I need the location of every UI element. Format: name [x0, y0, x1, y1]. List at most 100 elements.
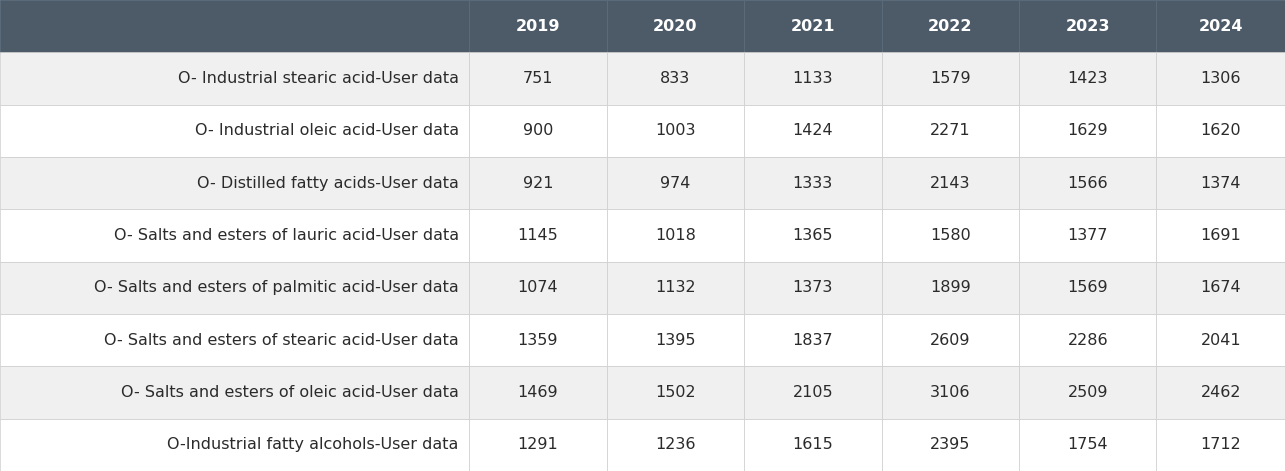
Bar	[882, 157, 1019, 209]
Bar	[0, 314, 469, 366]
Text: 1018: 1018	[655, 228, 695, 243]
Bar	[744, 52, 882, 105]
Text: 1359: 1359	[518, 333, 558, 348]
Bar	[882, 366, 1019, 419]
Bar	[1156, 105, 1285, 157]
Bar	[607, 0, 744, 52]
Text: 1620: 1620	[1200, 123, 1241, 138]
Bar	[1019, 262, 1156, 314]
Bar	[0, 0, 469, 52]
Text: 2271: 2271	[930, 123, 970, 138]
Text: 2019: 2019	[515, 19, 560, 33]
Text: 1132: 1132	[655, 280, 695, 295]
Bar	[469, 52, 607, 105]
Bar	[0, 105, 469, 157]
Bar	[469, 314, 607, 366]
Bar	[1019, 209, 1156, 262]
Text: 1374: 1374	[1200, 176, 1241, 191]
Bar	[607, 262, 744, 314]
Text: 2024: 2024	[1199, 19, 1243, 33]
Bar	[1156, 366, 1285, 419]
Bar	[1156, 52, 1285, 105]
Text: 1145: 1145	[518, 228, 558, 243]
Bar	[744, 0, 882, 52]
Text: 1579: 1579	[930, 71, 970, 86]
Text: 751: 751	[523, 71, 553, 86]
Text: 1837: 1837	[793, 333, 833, 348]
Text: 833: 833	[660, 71, 690, 86]
Bar	[744, 419, 882, 471]
Text: 2509: 2509	[1068, 385, 1108, 400]
Text: 1424: 1424	[793, 123, 833, 138]
Text: 1569: 1569	[1068, 280, 1108, 295]
Text: 1566: 1566	[1068, 176, 1108, 191]
Bar	[1156, 209, 1285, 262]
Bar	[1156, 314, 1285, 366]
Text: 1423: 1423	[1068, 71, 1108, 86]
Text: 2286: 2286	[1068, 333, 1108, 348]
Text: 921: 921	[523, 176, 553, 191]
Text: O- Salts and esters of stearic acid-User data: O- Salts and esters of stearic acid-User…	[104, 333, 459, 348]
Text: 1712: 1712	[1200, 438, 1241, 452]
Text: 1899: 1899	[930, 280, 970, 295]
Text: 1580: 1580	[930, 228, 970, 243]
Bar	[744, 314, 882, 366]
Bar	[1019, 419, 1156, 471]
Bar	[882, 105, 1019, 157]
Text: 1395: 1395	[655, 333, 695, 348]
Text: 2023: 2023	[1065, 19, 1110, 33]
Text: 1615: 1615	[793, 438, 833, 452]
Bar	[607, 419, 744, 471]
Bar	[744, 105, 882, 157]
Bar	[469, 366, 607, 419]
Text: O- Industrial stearic acid-User data: O- Industrial stearic acid-User data	[177, 71, 459, 86]
Text: O- Salts and esters of oleic acid-User data: O- Salts and esters of oleic acid-User d…	[121, 385, 459, 400]
Text: O- Salts and esters of lauric acid-User data: O- Salts and esters of lauric acid-User …	[113, 228, 459, 243]
Bar	[1156, 419, 1285, 471]
Bar	[607, 52, 744, 105]
Bar	[469, 262, 607, 314]
Text: 1469: 1469	[518, 385, 558, 400]
Text: 1365: 1365	[793, 228, 833, 243]
Bar	[1019, 314, 1156, 366]
Bar	[469, 157, 607, 209]
Text: 1003: 1003	[655, 123, 695, 138]
Text: O- Salts and esters of palmitic acid-User data: O- Salts and esters of palmitic acid-Use…	[94, 280, 459, 295]
Text: 1306: 1306	[1200, 71, 1241, 86]
Text: O-Industrial fatty alcohols-User data: O-Industrial fatty alcohols-User data	[167, 438, 459, 452]
Bar	[469, 419, 607, 471]
Bar	[882, 209, 1019, 262]
Text: 2021: 2021	[790, 19, 835, 33]
Text: 1133: 1133	[793, 71, 833, 86]
Bar	[0, 419, 469, 471]
Bar	[469, 105, 607, 157]
Bar	[0, 157, 469, 209]
Bar	[469, 209, 607, 262]
Text: 2609: 2609	[930, 333, 970, 348]
Text: 1333: 1333	[793, 176, 833, 191]
Bar	[882, 419, 1019, 471]
Bar	[469, 0, 607, 52]
Bar	[744, 366, 882, 419]
Bar	[0, 209, 469, 262]
Text: 1502: 1502	[655, 385, 695, 400]
Bar	[0, 366, 469, 419]
Text: 1074: 1074	[518, 280, 558, 295]
Text: O- Industrial oleic acid-User data: O- Industrial oleic acid-User data	[194, 123, 459, 138]
Bar	[882, 314, 1019, 366]
Bar	[607, 366, 744, 419]
Text: 974: 974	[660, 176, 690, 191]
Bar	[1156, 157, 1285, 209]
Bar	[882, 0, 1019, 52]
Text: 1691: 1691	[1200, 228, 1241, 243]
Bar	[1019, 366, 1156, 419]
Text: 1754: 1754	[1068, 438, 1108, 452]
Bar	[0, 262, 469, 314]
Text: 2041: 2041	[1200, 333, 1241, 348]
Text: 1373: 1373	[793, 280, 833, 295]
Text: 1629: 1629	[1068, 123, 1108, 138]
Text: 2105: 2105	[793, 385, 833, 400]
Bar	[607, 209, 744, 262]
Bar	[744, 157, 882, 209]
Bar	[1019, 105, 1156, 157]
